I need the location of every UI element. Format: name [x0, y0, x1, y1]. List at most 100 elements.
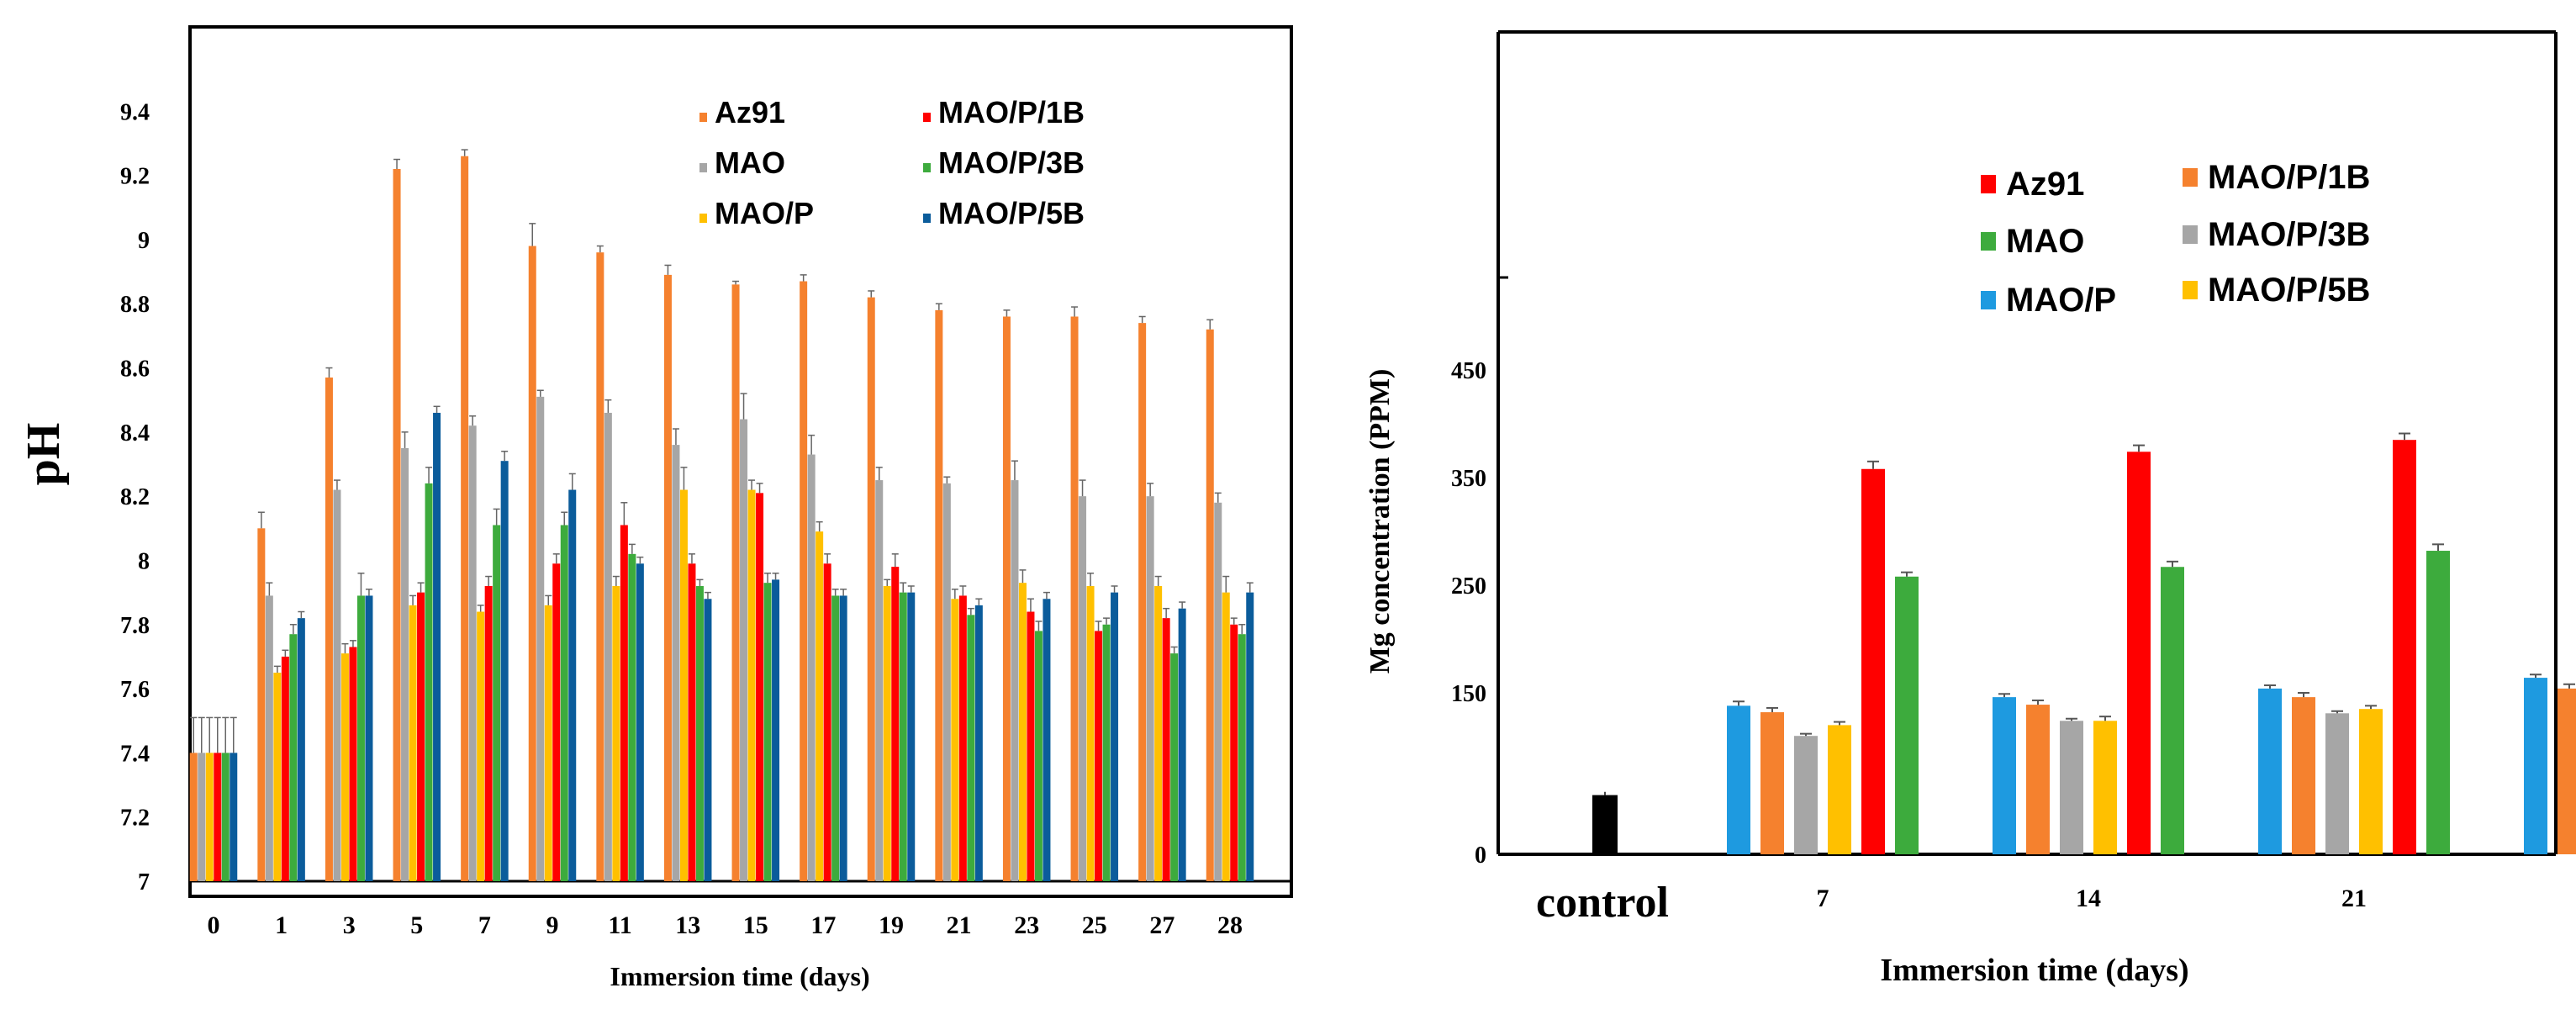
ph-bar-mao-p-day-11	[612, 585, 620, 881]
ph-bar-mao-day-19	[875, 480, 884, 881]
ph-legend: Az91 MAO MAO/P MAO/P/1B MAO/P/3B MAO/P/5B	[699, 95, 1085, 230]
ph-x-tick-label: 13	[675, 911, 700, 939]
ph-bar-mao-p-3b-day-3	[356, 595, 365, 881]
ph-legend-label-mao-p-5b: MAO/P/5B	[938, 196, 1085, 230]
ph-y-tick-label: 7	[138, 869, 150, 895]
mg-legend-label-mao-p-3b: MAO/P/3B	[2208, 216, 2370, 253]
ph-bar-az91-day-0	[189, 753, 198, 881]
ph-x-tick-label: 21	[947, 911, 972, 939]
ph-bar-mao-p-5b-day-23	[1043, 599, 1051, 881]
mg-y-tick-label: 0	[1475, 843, 1486, 869]
ph-y-tick-label: 8.8	[120, 292, 150, 318]
ph-y-ticks: 7 7.2 7.4 7.6 7.8 8 8.2 8.4 8.6 8.8 9 9.2 9.4	[120, 99, 150, 895]
ph-bar-mao-p-3b-day-5	[425, 483, 433, 881]
mg-bar-control	[1592, 795, 1618, 854]
mg-legend-swatch-az91	[1981, 175, 1996, 193]
ph-bar-az91-day-27	[1138, 323, 1147, 882]
mg-x-axis-title: Immersion time (days)	[1880, 953, 2188, 988]
ph-bar-mao-p-1b-day-19	[891, 567, 900, 881]
ph-bar-mao-p-day-5	[409, 605, 417, 881]
mg-x-ticks: 7142128	[1817, 885, 2367, 912]
ph-x-tick-label: 11	[608, 911, 631, 939]
mg-x-tick-label: 14	[2076, 885, 2101, 912]
ph-bar-mao-p-1b-day-21	[958, 595, 967, 881]
ph-bar-mao-p-3b-day-15	[763, 583, 772, 881]
mg-legend-swatch-mao-p-3b	[2183, 225, 2198, 244]
mg-legend-swatch-mao-p-5b	[2183, 281, 2198, 299]
ph-bar-mao-p-day-1	[273, 673, 282, 881]
mg-bar-mao-p-day-21	[2258, 688, 2282, 854]
mg-x-tick-label: 21	[2341, 885, 2367, 912]
ph-x-tick-label: 17	[810, 911, 836, 939]
ph-x-axis-title: Immersion time (days)	[610, 961, 869, 991]
ph-bar-mao-p-5b-day-7	[500, 461, 509, 881]
ph-y-tick-label: 8.2	[120, 484, 150, 510]
ph-bar-az91-day-17	[800, 281, 808, 881]
ph-y-tick-label: 9.2	[120, 164, 150, 190]
ph-bar-mao-p-1b-day-15	[756, 493, 764, 881]
mg-bar-mao-p-day-14	[1993, 697, 2016, 854]
ph-x-tick-label: 0	[208, 911, 220, 939]
ph-legend-swatch-mao-p-3b	[923, 163, 931, 172]
ph-y-tick-label: 8.4	[120, 420, 150, 446]
mg-bar-az91-day-14	[2127, 452, 2151, 854]
ph-bar-mao-p-day-28	[1222, 592, 1230, 881]
ph-bar-mao-p-3b-day-17	[831, 595, 840, 881]
mg-legend-swatch-mao-p-1b	[2183, 168, 2198, 187]
ph-legend-swatch-mao-p-5b	[923, 214, 931, 223]
ph-bar-mao-p-3b-day-21	[967, 615, 975, 881]
ph-bar-mao-day-25	[1079, 496, 1087, 881]
ph-bar-az91-day-15	[731, 284, 740, 881]
ph-legend-label-az91: Az91	[715, 95, 785, 129]
ph-x-ticks: 0 1 3 5 7 9 11 13 15 17 19 21 23 25 27 28	[208, 911, 1243, 939]
mg-control-label: control	[1536, 879, 1669, 927]
ph-bar-mao-p-1b-day-1	[281, 656, 289, 881]
ph-bar-mao-day-11	[604, 412, 612, 881]
mg-bar-mao-p-1b-day-7	[1760, 712, 1784, 854]
ph-bar-mao-p-1b-day-17	[823, 563, 831, 881]
ph-bar-mao-day-17	[807, 454, 816, 881]
mg-bar-mao-p-5b-day-14	[2093, 721, 2117, 854]
mg-bar-az91-day-7	[1861, 468, 1885, 854]
mg-bar-mao-p-3b-day-21	[2325, 713, 2349, 854]
ph-legend-swatch-az91	[699, 113, 707, 122]
ph-bar-az91-day-3	[325, 377, 333, 881]
ph-legend-swatch-mao-p	[699, 214, 707, 223]
ph-bar-mao-p-5b-day-19	[907, 592, 916, 881]
ph-bar-mao-day-9	[536, 396, 545, 881]
ph-bar-az91-day-11	[596, 252, 604, 882]
ph-bar-mao-day-7	[468, 425, 477, 881]
mg-y-tick-label: 250	[1451, 573, 1486, 600]
ph-bar-az91-day-19	[867, 297, 875, 882]
mg-bar-mao-p-5b-day-7	[1828, 725, 1851, 854]
ph-bar-mao-p-day-13	[679, 489, 688, 881]
ph-bar-mao-p-1b-day-0	[214, 753, 222, 881]
ph-bar-mao-p-3b-day-0	[221, 753, 230, 881]
ph-bar-mao-p-3b-day-9	[560, 525, 568, 881]
ph-bar-mao-p-1b-day-5	[417, 592, 425, 881]
ph-bar-mao-p-5b-day-28	[1246, 592, 1254, 881]
ph-y-tick-label: 8	[138, 548, 150, 574]
ph-bar-mao-p-5b-day-1	[297, 618, 305, 881]
ph-x-tick-label: 27	[1149, 911, 1175, 939]
ph-y-tick-label: 9	[138, 228, 150, 254]
ph-bar-mao-p-day-15	[747, 489, 756, 881]
mg-bar-mao-p-1b-day-14	[2026, 705, 2050, 854]
ph-bar-mao-p-day-25	[1086, 585, 1095, 881]
ph-legend-label-mao: MAO	[715, 145, 785, 180]
ph-bar-az91-day-7	[461, 156, 469, 881]
ph-x-tick-label: 25	[1082, 911, 1107, 939]
ph-bar-mao-p-day-7	[477, 611, 485, 881]
ph-x-tick-label: 9	[546, 911, 559, 939]
ph-bar-az91-day-28	[1206, 329, 1214, 881]
ph-bar-mao-day-21	[942, 483, 951, 881]
mg-x-tick-label: 7	[1817, 885, 1829, 912]
mg-bar-mao-p-day-7	[1727, 705, 1750, 854]
ph-bar-az91-day-9	[528, 246, 536, 881]
ph-bars	[189, 149, 1254, 882]
ph-y-tick-label: 7.8	[120, 613, 150, 639]
mg-legend-label-mao: MAO	[2006, 223, 2084, 260]
ph-bar-mao-day-5	[401, 447, 409, 881]
